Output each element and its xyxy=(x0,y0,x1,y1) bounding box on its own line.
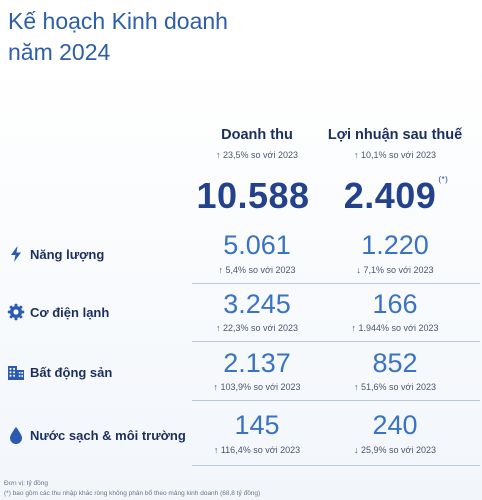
row-label: Cơ điện lạnh xyxy=(30,305,110,320)
profit-change: ↓ 7,1% so với 2023 xyxy=(356,265,434,275)
row-label: Nước sạch & môi trường xyxy=(30,428,186,443)
row-label: Năng lượng xyxy=(30,247,105,262)
table-row: Bất động sản 2.137 ↑ 103,9% so với 2023 … xyxy=(0,346,482,406)
profit-header-label: Lợi nhuận sau thuế xyxy=(327,127,463,143)
revenue-change: ↑ 116,4% so với 2023 xyxy=(213,445,301,455)
profit-value: 852 xyxy=(372,348,418,378)
revenue-column-header: Doanh thu ↑ 23,5% so với 2023 xyxy=(172,127,342,160)
table-row: Nước sạch & môi trường 145 ↑ 116,4% so v… xyxy=(0,410,482,470)
revenue-change: ↑ 5,4% so với 2023 xyxy=(218,265,296,275)
revenue-change: ↑ 103,9% so với 2023 xyxy=(213,382,301,392)
revenue-change: ↑ 22,3% so với 2023 xyxy=(216,323,298,333)
profit-change: ↑ 1.944% so với 2023 xyxy=(351,323,439,333)
title-line-1: Kế hoạch Kinh doanh xyxy=(8,8,228,34)
row-divider xyxy=(192,465,480,466)
profit-value: 240 xyxy=(372,410,418,440)
profit-column-header: Lợi nhuận sau thuế ↑ 10,1% so với 2023 xyxy=(310,127,480,160)
water-drop-icon xyxy=(7,426,25,444)
profit-change: ↓ 25,9% so với 2023 xyxy=(354,445,436,455)
revenue-total-value: 10.588 xyxy=(196,175,310,216)
revenue-header-change: ↑ 23,5% so với 2023 xyxy=(216,150,298,160)
row-divider xyxy=(192,341,480,342)
revenue-header-label: Doanh thu xyxy=(221,127,293,143)
revenue-value: 3.245 xyxy=(223,289,291,319)
footnote-unit: Đơn vị: tỷ đồng xyxy=(4,480,49,487)
revenue-value: 2.137 xyxy=(223,348,291,378)
footnote-note: (*) bao gồm các thu nhập khác ròng không… xyxy=(4,490,261,497)
gear-icon xyxy=(7,303,25,321)
revenue-value: 145 xyxy=(234,410,280,440)
building-icon xyxy=(7,363,25,381)
profit-total: 2.409 (*) xyxy=(296,175,482,217)
revenue-total: 10.588 xyxy=(154,175,354,217)
table-row: Năng lượng 5.061 ↑ 5,4% so với 2023 1.22… xyxy=(0,228,482,288)
profit-total-note: (*) xyxy=(438,175,449,184)
title-line-2: năm 2024 xyxy=(8,39,111,65)
row-label: Bất động sản xyxy=(30,365,113,380)
table-row: Cơ điện lạnh 3.245 ↑ 22,3% so với 2023 1… xyxy=(0,287,482,347)
row-divider xyxy=(192,283,480,284)
profit-value: 1.220 xyxy=(361,230,429,260)
revenue-value: 5.061 xyxy=(223,230,291,260)
lightning-icon xyxy=(7,245,25,263)
row-divider xyxy=(192,400,480,401)
profit-change: ↑ 51,6% so với 2023 xyxy=(354,382,436,392)
page-title: Kế hoạch Kinh doanh năm 2024 xyxy=(8,6,228,68)
profit-header-change: ↑ 10,1% so với 2023 xyxy=(354,150,436,160)
profit-total-value: 2.409 xyxy=(343,175,437,216)
profit-value: 166 xyxy=(372,289,418,319)
